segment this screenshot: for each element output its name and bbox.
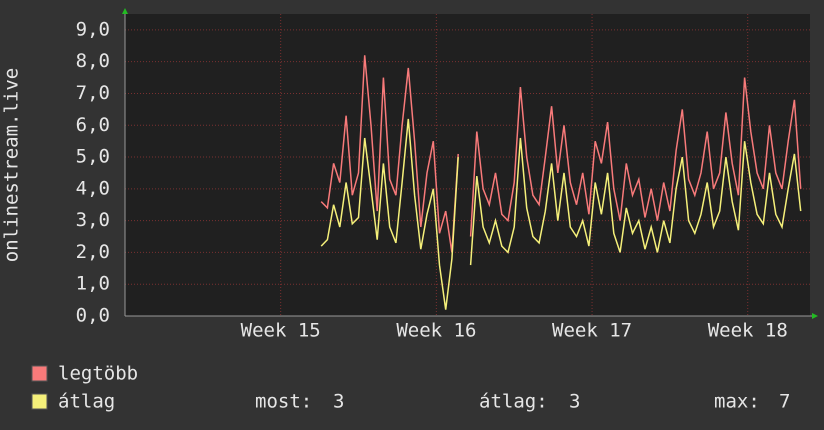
y-tick-label: 0,0 xyxy=(76,305,110,327)
y-axis-arrow xyxy=(122,8,128,14)
legend: legtöbb átlag most: 3 átlag: 3 max: 7 xyxy=(31,363,790,413)
legend-label: legtöbb xyxy=(58,363,138,385)
lines xyxy=(320,55,802,310)
plot-area xyxy=(125,14,810,316)
y-axis-title: onlinestream.live xyxy=(1,68,23,262)
x-axis-arrow xyxy=(812,313,818,319)
series-line xyxy=(320,118,802,310)
y-tick-label: 7,0 xyxy=(76,82,110,104)
x-tick-label: Week 15 xyxy=(241,320,321,342)
y-tick-label: 5,0 xyxy=(76,146,110,168)
stat-value: 7 xyxy=(779,391,790,413)
y-tick-label: 9,0 xyxy=(76,18,110,40)
legend-label: átlag xyxy=(58,391,115,413)
legend-swatch xyxy=(31,393,48,410)
y-tick-label: 1,0 xyxy=(76,273,110,295)
stat-label: most: xyxy=(255,391,312,413)
y-tick-label: 3,0 xyxy=(76,209,110,231)
stat-label: átlag: xyxy=(479,391,548,413)
y-tick-label: 4,0 xyxy=(76,177,110,199)
legend-swatch xyxy=(31,365,48,382)
grid xyxy=(125,14,810,317)
y-tick-label: 2,0 xyxy=(76,241,110,263)
stat-value: 3 xyxy=(569,391,580,413)
x-tick-label: Week 18 xyxy=(708,320,788,342)
y-tick-label: 6,0 xyxy=(76,114,110,136)
x-tick-label: Week 17 xyxy=(552,320,632,342)
stat-value: 3 xyxy=(333,391,344,413)
stat-label: max: xyxy=(714,391,760,413)
x-tick-label: Week 16 xyxy=(396,320,476,342)
series-line xyxy=(320,55,802,253)
y-tick-label: 8,0 xyxy=(76,50,110,72)
